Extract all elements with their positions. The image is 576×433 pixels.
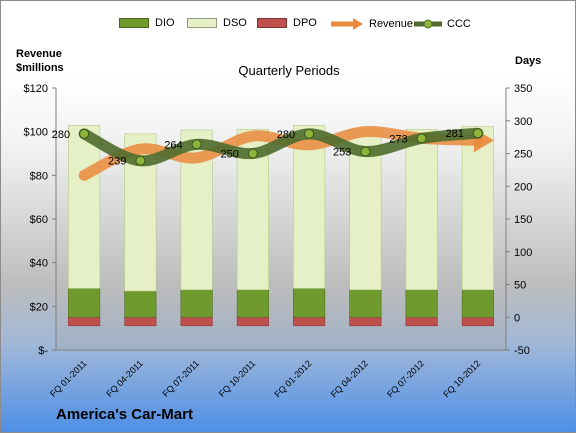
x-tick-label: FQ 04-2011 [104, 358, 145, 399]
left-tick-label: $40 [30, 258, 48, 270]
ccc-data-label: 264 [164, 139, 182, 151]
legend-label-ccc: CCC [447, 18, 471, 30]
bar-dpo [349, 316, 382, 327]
left-axis-title-line2: $millions [16, 62, 64, 74]
ccc-data-label: 239 [108, 156, 126, 168]
left-tick-label: $120 [24, 83, 48, 95]
legend-label-revenue: Revenue [369, 18, 414, 30]
chart-legend: DIO DSO DPO Revenue CCC [1, 15, 575, 35]
legend-item-revenue: Revenue [329, 17, 413, 31]
legend-label-dio: DIO [155, 17, 175, 29]
left-tick-label: $80 [30, 170, 48, 182]
bar-dso [293, 125, 326, 289]
right-axis-title: Days [515, 55, 542, 67]
right-tick-label: 350 [514, 83, 532, 95]
ccc-point [79, 128, 90, 139]
right-tick-label: 200 [514, 181, 532, 193]
ccc-point [247, 148, 258, 159]
legend-item-ccc: CCC [413, 17, 471, 31]
bar-dso [68, 125, 101, 289]
x-tick-label: FQ 10-2012 [441, 358, 482, 399]
legend-label-dso: DSO [223, 17, 247, 29]
bar-dso [405, 128, 438, 291]
company-name: America's Car-Mart [56, 406, 193, 423]
legend-label-dpo: DPO [293, 17, 317, 29]
x-tick-label: FQ 01-2012 [273, 358, 314, 399]
bar-dio [180, 289, 213, 318]
left-tick-label: $100 [24, 127, 48, 139]
bar-dpo [236, 316, 269, 327]
ccc-data-label: 250 [221, 149, 239, 161]
legend-swatch-revenue [331, 18, 363, 30]
right-tick-label: 50 [514, 280, 526, 292]
right-tick-label: 0 [514, 312, 520, 324]
bar-dio [405, 289, 438, 318]
left-tick-label: $- [38, 345, 48, 357]
x-tick-label: FQ 01-2011 [48, 358, 89, 399]
right-tick-label: -50 [514, 345, 530, 357]
x-tick-label: FQ 04-2012 [329, 358, 370, 399]
left-axis-title-line1: Revenue [16, 48, 62, 60]
ccc-point [304, 128, 315, 139]
ccc-data-label: 280 [277, 129, 295, 141]
ccc-data-label: 281 [446, 128, 464, 140]
x-tick-label: FQ 07-2011 [160, 358, 201, 399]
x-tick-label: FQ 10-2011 [217, 358, 258, 399]
bar-dpo [180, 316, 213, 327]
bar-dpo [461, 316, 494, 327]
left-tick-label: $60 [30, 214, 48, 226]
legend-swatch-dpo [257, 18, 287, 28]
bar-dpo [124, 316, 157, 327]
legend-swatch-dso [187, 18, 217, 28]
ccc-point [191, 139, 202, 150]
plot-area [56, 88, 506, 350]
legend-item-dio: DIO [119, 17, 175, 29]
bar-dpo [405, 316, 438, 327]
left-tick-label: $20 [30, 301, 48, 313]
x-tick-label: FQ 07-2012 [385, 358, 426, 399]
bar-dio [68, 288, 101, 318]
right-tick-label: 300 [514, 116, 532, 128]
bar-dpo [68, 316, 101, 327]
right-tick-label: 100 [514, 247, 532, 259]
ccc-point [135, 155, 146, 166]
bar-dio [461, 289, 494, 318]
bar-dio [349, 289, 382, 318]
right-tick-label: 250 [514, 149, 532, 161]
bar-dio [236, 289, 269, 318]
ccc-data-label: 273 [389, 133, 407, 145]
ccc-point [360, 146, 371, 157]
plot-title: Quarterly Periods [238, 63, 340, 78]
legend-swatch-ccc [414, 19, 442, 29]
legend-swatch-dio [119, 18, 149, 28]
left-axis-title: Revenue $millions [16, 47, 64, 75]
ccc-data-label: 280 [52, 129, 70, 141]
legend-item-dpo: DPO [257, 17, 317, 29]
bar-dio [293, 288, 326, 318]
ccc-data-label: 253 [333, 147, 351, 159]
bar-dso [461, 126, 494, 291]
ccc-point [472, 128, 483, 139]
legend-item-dso: DSO [187, 17, 247, 29]
bar-dio [124, 290, 157, 318]
right-tick-label: 150 [514, 214, 532, 226]
ccc-point [416, 133, 427, 144]
bar-dpo [293, 316, 326, 327]
